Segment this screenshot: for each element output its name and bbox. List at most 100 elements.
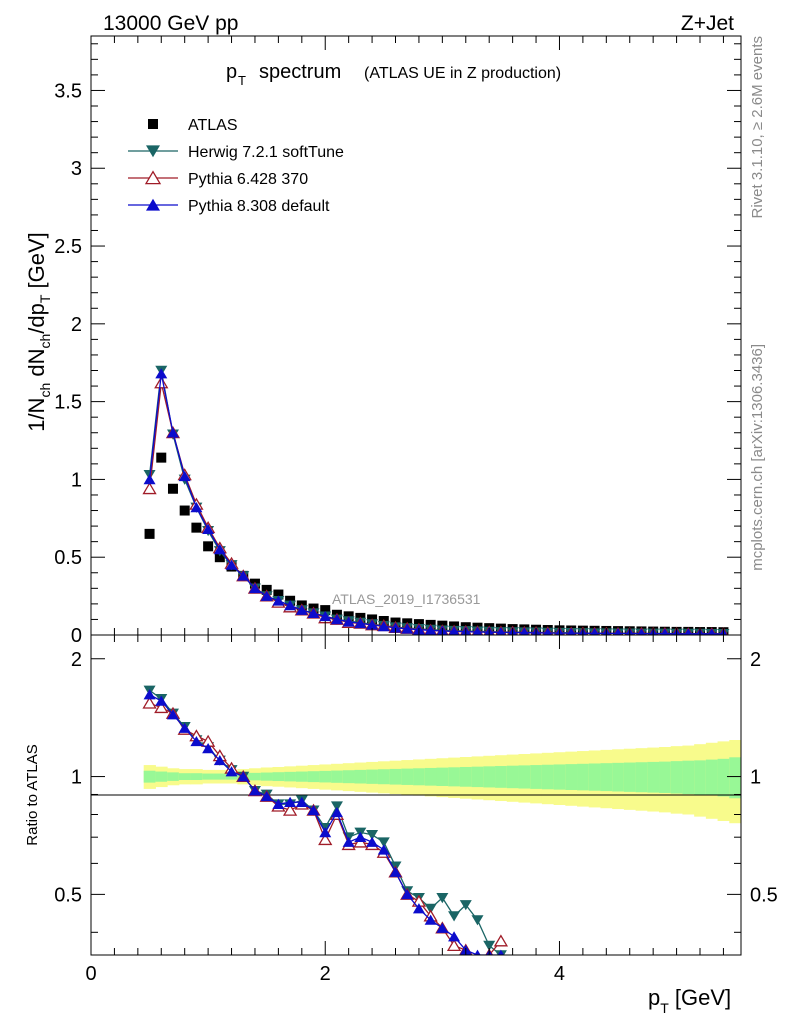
band-stat-36 [565,764,578,791]
ratio-point-2-30 [497,949,505,955]
band-stat-48 [705,759,719,796]
ratio-point-2-28 [474,949,481,955]
band-stat-5 [202,773,215,780]
main-point-3-10 [260,590,273,601]
ratio-point-2-1 [155,695,168,706]
main-point-3-1 [155,368,168,379]
band-stat-33 [530,765,543,789]
main-y-tick-label-2: 1 [71,469,82,491]
ratio-point-2-22 [401,888,414,900]
band-stat-20 [377,769,391,785]
ratio-point-1-0 [142,696,157,709]
main-title: p T spectrum (ATLAS UE in Z production) [226,61,561,88]
main-point-3-4 [190,502,203,513]
main-point-3-15 [319,610,332,622]
main-y-tick-label-0: 0 [71,625,82,647]
rivet-label: Rivet 3.1.10, ≥ 2.6M events [749,36,766,219]
band-stat-43 [647,761,660,793]
main-point-3-32 [519,627,529,635]
legend-marker-0 [148,119,158,129]
main-point-3-48 [707,628,716,635]
main-series-0 [144,452,729,635]
ratio-point-2-4 [190,735,203,747]
band-stat-50 [729,757,741,799]
ratio-point-2-11 [272,798,285,809]
legend-marker-2 [144,170,162,185]
ratio-point-0-27 [459,900,472,911]
main-point-3-21 [389,622,402,633]
ratio-point-2-6 [213,754,226,766]
band-stat-45 [670,761,683,794]
main-point-0-2 [167,483,178,494]
x-tick-label-1: 2 [320,963,331,985]
ratio-point-2-13 [295,796,308,808]
main-point-3-46 [684,628,693,635]
main-point-3-13 [295,604,308,615]
band-stat-15 [319,770,332,783]
band-stat-35 [553,764,566,790]
ratio-point-2-21 [389,866,402,877]
main-point-3-36 [566,627,576,635]
band-stat-13 [295,771,309,782]
ratio-point-2-7 [225,766,238,777]
legend-item-0: ATLAS [148,117,238,134]
band-stat-11 [272,772,285,782]
ratio-point-2-0 [143,689,156,700]
band-stat-32 [518,765,531,789]
ratio-y-tick-label-1: 1 [71,767,82,789]
ratio-plot-frame [90,634,742,956]
main-point-0-6 [214,552,225,563]
x-tick-label-0: 0 [85,963,96,985]
main-point-0-0 [144,528,155,539]
ratio-point-2-18 [354,831,367,842]
ratio-point-2-25 [436,922,449,933]
title-sub: T [238,73,246,88]
band-stat-16 [331,770,344,783]
band-stat-22 [401,768,414,785]
main-point-3-16 [330,614,343,625]
axis-tick-labels: 00.511.522.533.50 2 40.5 0.51 12 2 [54,80,778,985]
ratio-point-0-25 [436,893,449,904]
main-point-2-0 [142,482,157,495]
band-stat-21 [389,768,402,785]
ratio-point-2-2 [166,709,179,720]
ratio-point-2-12 [284,796,297,808]
ratio-point-1-15 [318,832,333,846]
main-point-3-34 [543,627,553,635]
main-point-3-9 [248,582,261,594]
mcplots-label: mcplots.cern.ch [arXiv:1306.3436] [749,344,766,571]
ratio-series-line-0 [149,689,502,955]
main-point-3-24 [424,624,437,635]
band-stat-0 [143,770,156,783]
main-point-3-30 [496,626,506,635]
main-y-tick-label-4: 2 [71,314,82,336]
band-stat-37 [577,763,590,791]
legend-item-2: Pythia 6.428 370 [128,170,308,188]
band-stat-7 [225,773,238,780]
main-point-3-11 [272,595,285,606]
band-stat-46 [682,760,695,795]
ratio-point-2-17 [342,836,355,847]
band-stat-14 [307,771,320,783]
band-stat-1 [155,771,168,782]
title-spectrum: spectrum [259,61,341,83]
main-point-3-19 [366,619,379,630]
legend-item-1: Herwig 7.2.1 softTune [128,144,344,161]
band-stat-3 [178,773,192,780]
ratio-point-0-28 [471,915,484,926]
band-stat-18 [354,769,367,784]
ratio-series-2 [143,689,505,955]
main-point-3-38 [590,627,599,635]
ratio-point-0-26 [448,911,461,922]
ratio-point-2-16 [330,806,343,818]
band-stat-26 [448,767,461,787]
main-series-layer [142,365,730,635]
ratio-point-1-12 [282,803,298,816]
band-stat-23 [413,768,426,786]
band-stat-25 [436,767,449,787]
main-point-3-5 [202,523,215,535]
main-y-tick-label-7: 3.5 [54,80,82,102]
legend-label-3: Pythia 8.308 default [188,198,330,215]
ratio-point-0-19 [366,829,379,841]
